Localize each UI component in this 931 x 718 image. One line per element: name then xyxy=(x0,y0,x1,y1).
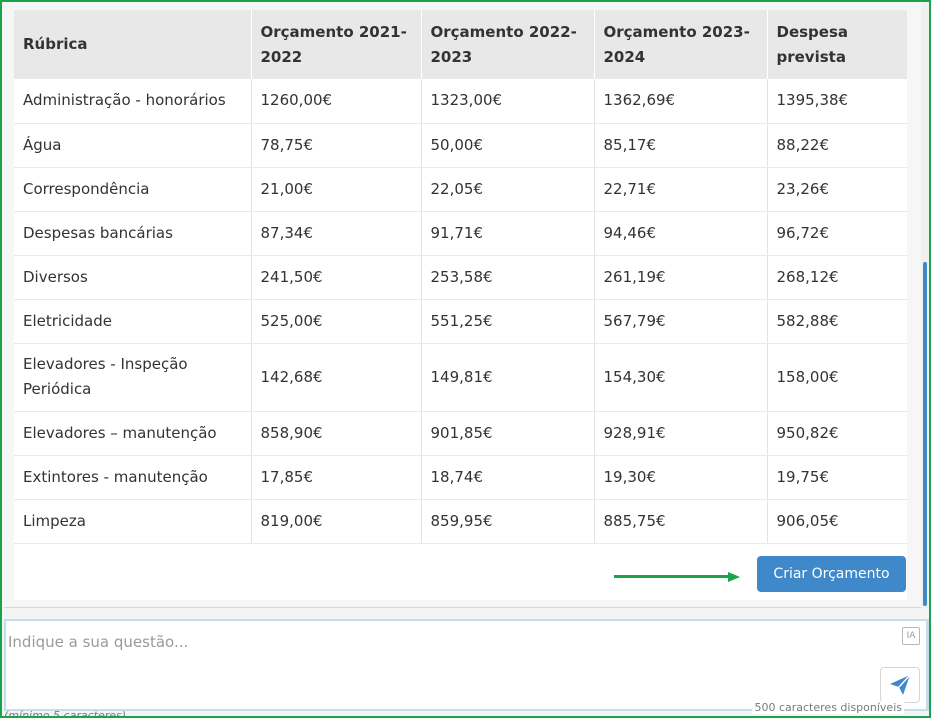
budget-card: Rúbrica Orçamento 2021-2022 Orçamento 20… xyxy=(14,10,907,600)
table-cell: Água xyxy=(14,123,252,168)
table-cell: 928,91€ xyxy=(594,411,768,456)
table-cell: Despesas bancárias xyxy=(14,211,252,256)
table-cell: Elevadores - Inspeção Periódica xyxy=(14,343,252,412)
question-input-panel: IA 500 caracteres disponíveis xyxy=(4,619,929,714)
column-header-rubrica: Rúbrica xyxy=(14,10,252,79)
table-cell: 253,58€ xyxy=(421,255,595,300)
column-header-budget-2021-2022: Orçamento 2021-2022 xyxy=(251,10,422,79)
send-button[interactable] xyxy=(880,667,920,703)
table-header-row: Rúbrica Orçamento 2021-2022 Orçamento 20… xyxy=(14,10,907,79)
min-chars-hint: (mínimo 5 caracteres) xyxy=(4,709,127,718)
table-row: Diversos 241,50€ 253,58€ 261,19€ 268,12€ xyxy=(14,255,907,300)
table-cell: 21,00€ xyxy=(251,167,422,212)
table-cell: 241,50€ xyxy=(251,255,422,300)
table-cell: 91,71€ xyxy=(421,211,595,256)
table-cell: 142,68€ xyxy=(251,343,422,412)
table-cell: 154,30€ xyxy=(594,343,768,412)
table-cell: 85,17€ xyxy=(594,123,768,168)
table-row: Água 78,75€ 50,00€ 85,17€ 88,22€ xyxy=(14,123,907,168)
table-cell: 901,85€ xyxy=(421,411,595,456)
scrollbar-thumb[interactable] xyxy=(923,262,927,606)
table-cell: Limpeza xyxy=(14,499,252,544)
table-cell: 1395,38€ xyxy=(767,79,907,124)
table-cell: 19,75€ xyxy=(767,455,907,500)
table-cell: Elevadores – manutenção xyxy=(14,411,252,456)
table-row: Eletricidade 525,00€ 551,25€ 567,79€ 582… xyxy=(14,299,907,344)
table-cell: 1323,00€ xyxy=(421,79,595,124)
table-row: Elevadores - Inspeção Periódica 142,68€ … xyxy=(14,343,907,412)
table-cell: Correspondência xyxy=(14,167,252,212)
table-cell: 819,00€ xyxy=(251,499,422,544)
table-cell: 94,46€ xyxy=(594,211,768,256)
chat-scrollbar[interactable] xyxy=(921,2,929,608)
table-cell: 78,75€ xyxy=(251,123,422,168)
table-cell: 582,88€ xyxy=(767,299,907,344)
table-cell: Administração - honorários xyxy=(14,79,252,124)
table-cell: 23,26€ xyxy=(767,167,907,212)
table-cell: Extintores - manutenção xyxy=(14,455,252,500)
column-header-budget-2022-2023: Orçamento 2022-2023 xyxy=(421,10,595,79)
table-cell: 1260,00€ xyxy=(251,79,422,124)
table-cell: 149,81€ xyxy=(421,343,595,412)
char-count-label: 500 caracteres disponíveis xyxy=(752,701,904,714)
table-cell: 22,71€ xyxy=(594,167,768,212)
table-row: Extintores - manutenção 17,85€ 18,74€ 19… xyxy=(14,455,907,500)
table-cell: 950,82€ xyxy=(767,411,907,456)
table-cell: Diversos xyxy=(14,255,252,300)
column-header-budget-2023-2024: Orçamento 2023-2024 xyxy=(594,10,768,79)
table-row: Correspondência 21,00€ 22,05€ 22,71€ 23,… xyxy=(14,167,907,212)
card-actions: Criar Orçamento xyxy=(14,554,907,600)
create-budget-button[interactable]: Criar Orçamento xyxy=(757,556,906,592)
paper-plane-icon xyxy=(890,674,911,695)
table-cell: 525,00€ xyxy=(251,299,422,344)
table-row: Administração - honorários 1260,00€ 1323… xyxy=(14,79,907,124)
table-cell: 551,25€ xyxy=(421,299,595,344)
table-cell: 885,75€ xyxy=(594,499,768,544)
table-cell: 87,34€ xyxy=(251,211,422,256)
table-row: Elevadores – manutenção 858,90€ 901,85€ … xyxy=(14,411,907,456)
table-cell: 859,95€ xyxy=(421,499,595,544)
table-cell: 906,05€ xyxy=(767,499,907,544)
table-cell: 22,05€ xyxy=(421,167,595,212)
ia-icon[interactable]: IA xyxy=(902,627,920,645)
table-cell: 858,90€ xyxy=(251,411,422,456)
table-row: Despesas bancárias 87,34€ 91,71€ 94,46€ … xyxy=(14,211,907,256)
table-cell: 18,74€ xyxy=(421,455,595,500)
table-cell: 158,00€ xyxy=(767,343,907,412)
table-cell: 96,72€ xyxy=(767,211,907,256)
table-cell: 261,19€ xyxy=(594,255,768,300)
table-cell: 50,00€ xyxy=(421,123,595,168)
table-cell: 567,79€ xyxy=(594,299,768,344)
question-input[interactable] xyxy=(8,627,888,657)
table-cell: 88,22€ xyxy=(767,123,907,168)
right-arrow-icon xyxy=(614,572,740,582)
chat-panel: Rúbrica Orçamento 2021-2022 Orçamento 20… xyxy=(4,2,921,608)
column-header-expected-expense: Despesa prevista xyxy=(767,10,907,79)
budget-table: Rúbrica Orçamento 2021-2022 Orçamento 20… xyxy=(14,10,907,544)
table-cell: 19,30€ xyxy=(594,455,768,500)
table-cell: 1362,69€ xyxy=(594,79,768,124)
table-cell: Eletricidade xyxy=(14,299,252,344)
table-cell: 268,12€ xyxy=(767,255,907,300)
table-cell: 17,85€ xyxy=(251,455,422,500)
table-row: Limpeza 819,00€ 859,95€ 885,75€ 906,05€ xyxy=(14,499,907,544)
